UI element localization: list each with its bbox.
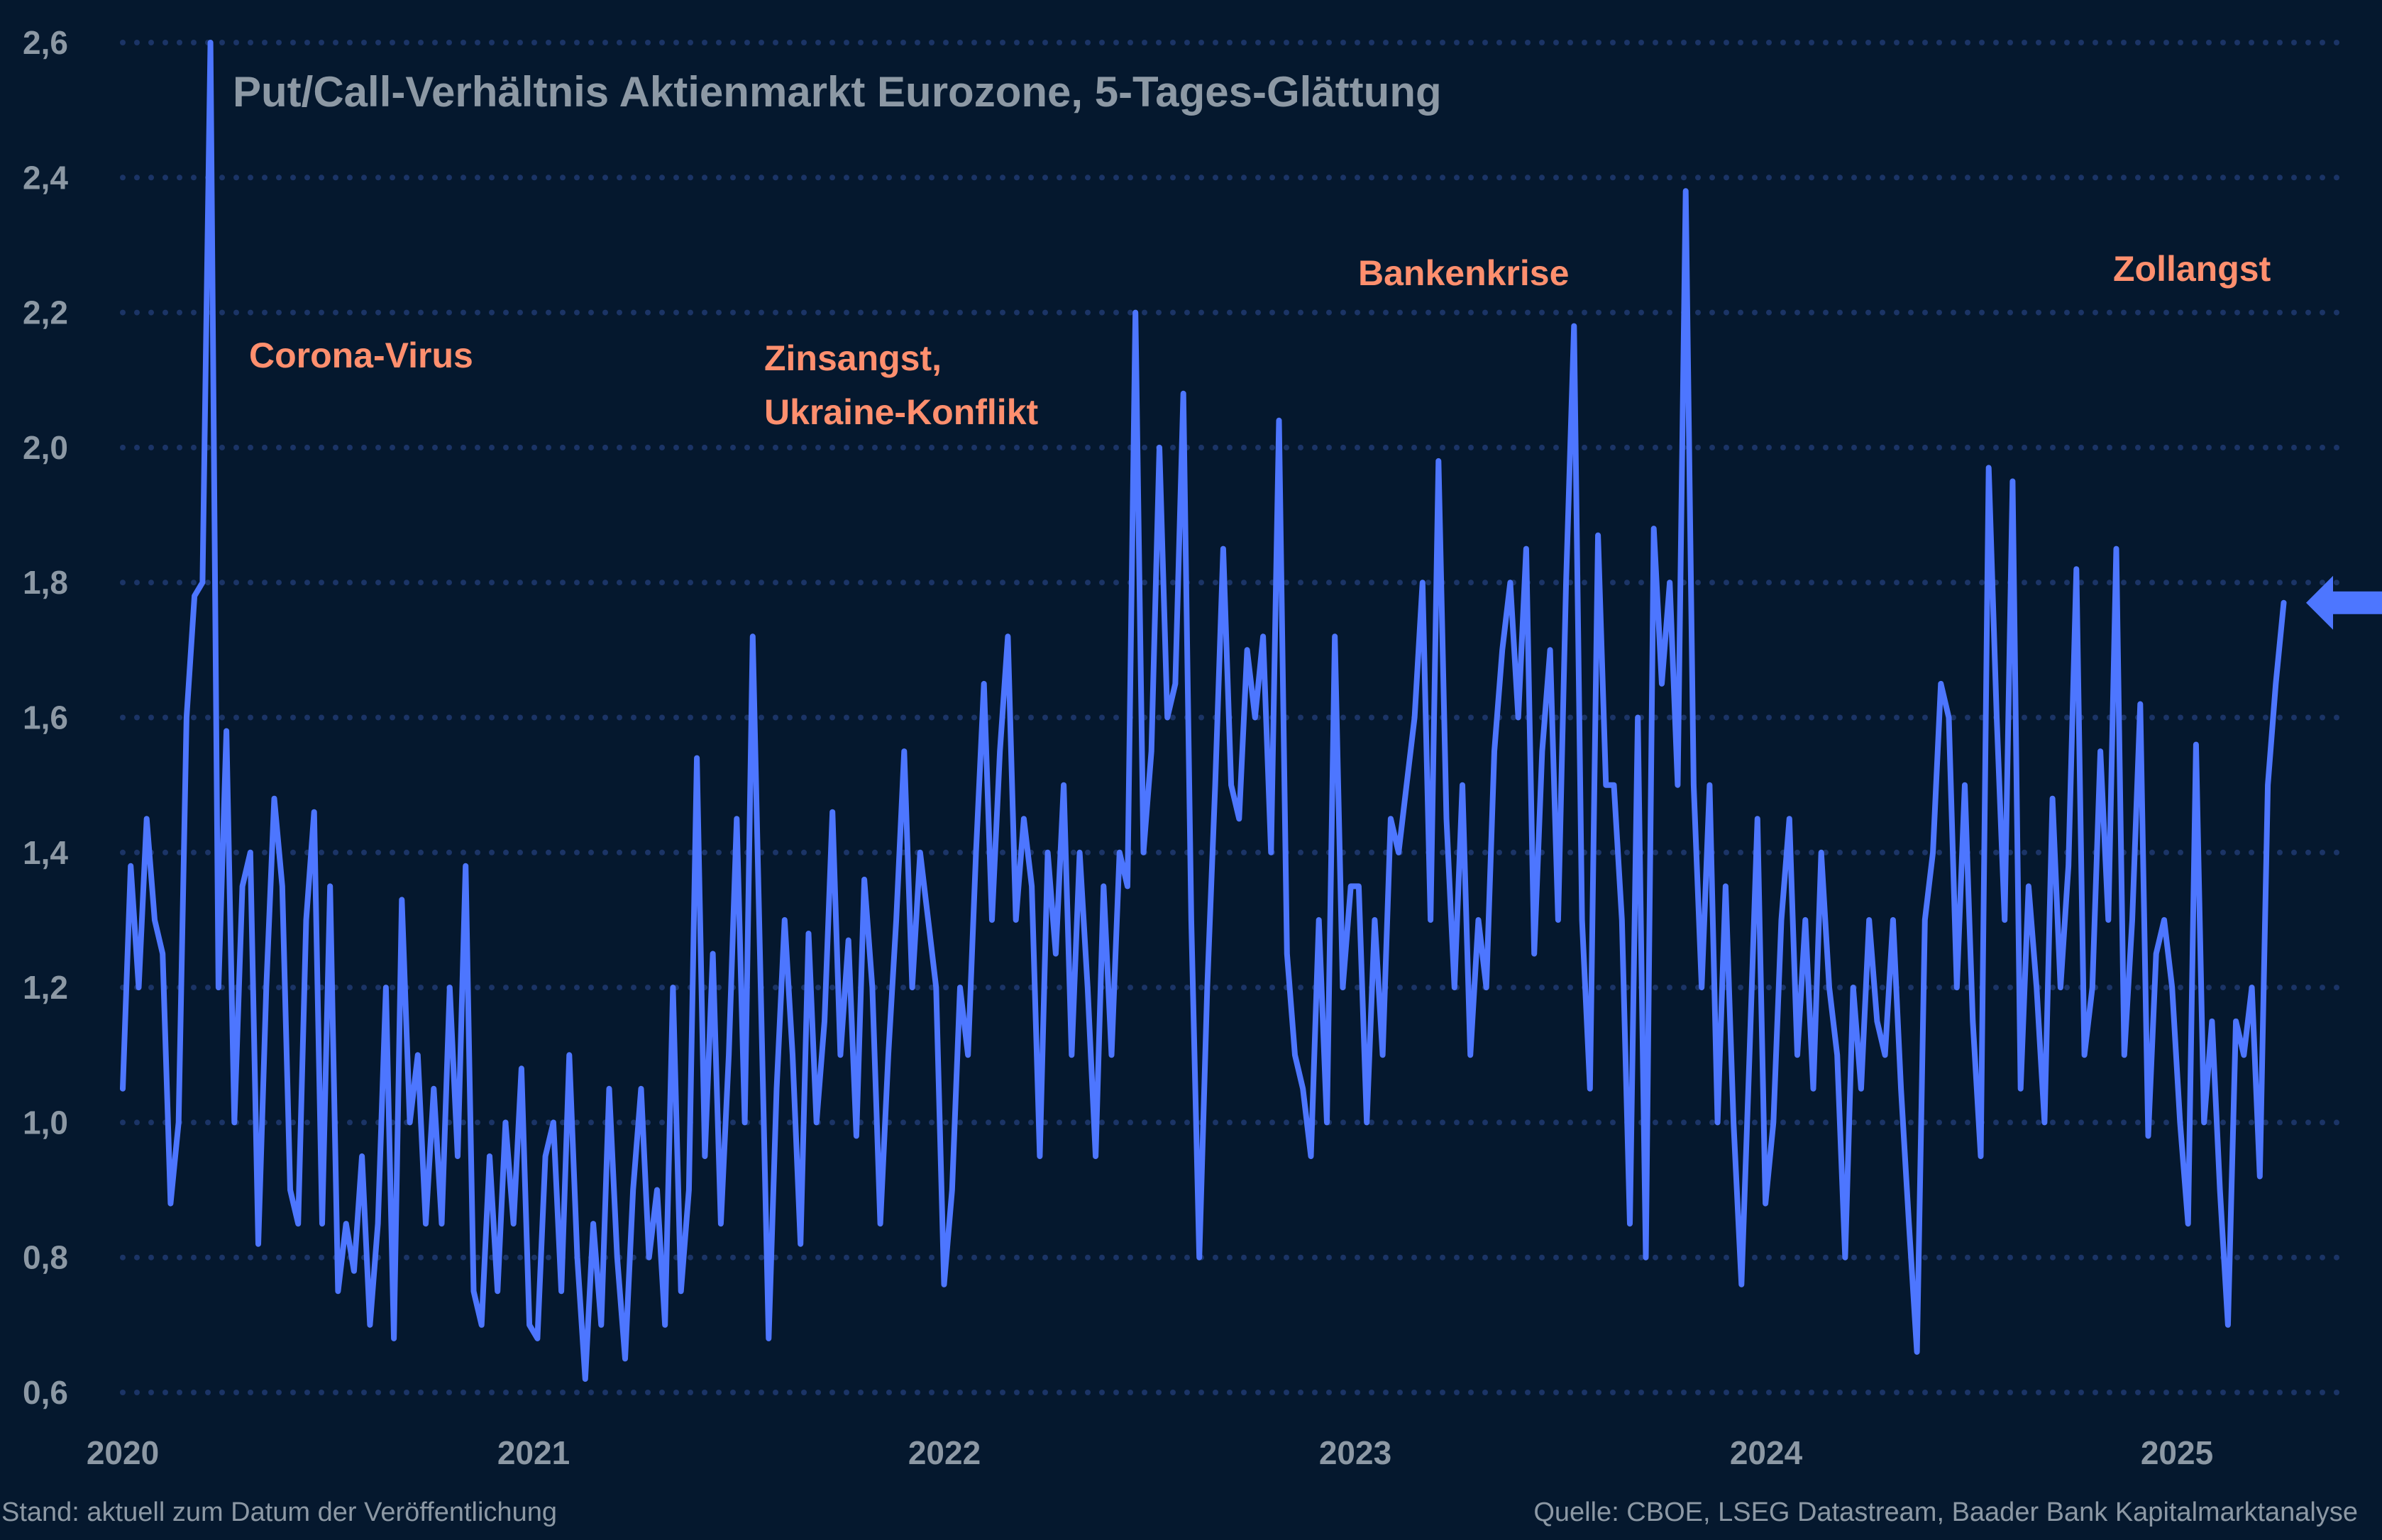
x-tick-label: 2020 [87, 1434, 159, 1471]
y-tick-label: 1,4 [23, 834, 68, 871]
gridline [120, 1119, 2339, 1126]
annotation-ukraine: Ukraine-Konflikt [764, 392, 1039, 432]
y-tick-label: 1,0 [23, 1104, 68, 1141]
x-tick-label: 2025 [2141, 1434, 2213, 1471]
x-tick-label: 2023 [1319, 1434, 1391, 1471]
y-tick-label: 1,8 [23, 564, 68, 601]
series-line [120, 40, 2287, 1382]
annotation-zollangst: Zollangst [2113, 249, 2271, 289]
y-tick-label: 2,2 [23, 294, 68, 331]
chart-title: Put/Call-Verhältnis Aktienmarkt Eurozone… [233, 68, 1442, 116]
gridline [120, 309, 2339, 316]
y-tick-label: 0,6 [23, 1374, 68, 1411]
y-tick-label: 1,2 [23, 969, 68, 1006]
arrow-marker-icon [2306, 575, 2382, 630]
gridline [120, 985, 2339, 991]
gridline [120, 175, 2339, 181]
gridline [120, 1254, 2339, 1261]
annotation-bankenkrise: Bankenkrise [1358, 253, 1569, 293]
gridline [120, 580, 2339, 586]
x-axis-ticks: 2020 2021 2022 2023 2024 2025 [87, 1434, 2213, 1471]
gridline [120, 40, 2339, 45]
annotation-zinsangst: Zinsangst, [764, 338, 942, 378]
gridline [120, 444, 2339, 450]
y-tick-label: 0,8 [23, 1239, 68, 1276]
x-tick-label: 2022 [908, 1434, 981, 1471]
x-tick-label: 2021 [497, 1434, 570, 1471]
y-tick-label: 2,6 [23, 24, 68, 61]
footer-stand: Stand: aktuell zum Datum der Veröffentli… [1, 1497, 557, 1527]
y-tick-label: 2,4 [23, 159, 68, 196]
footer-source: Quelle: CBOE, LSEG Datastream, Baader Ba… [1533, 1497, 2358, 1527]
y-tick-label: 1,6 [23, 699, 68, 736]
x-tick-label: 2024 [1730, 1434, 1803, 1471]
annotation-corona: Corona-Virus [249, 336, 473, 375]
gridline [120, 1390, 2339, 1395]
y-axis-ticks: 0,6 0,8 1,0 1,2 1,4 1,6 1,8 2,0 2,2 2,4 2,6 [23, 24, 68, 1411]
y-tick-label: 2,0 [23, 429, 68, 466]
